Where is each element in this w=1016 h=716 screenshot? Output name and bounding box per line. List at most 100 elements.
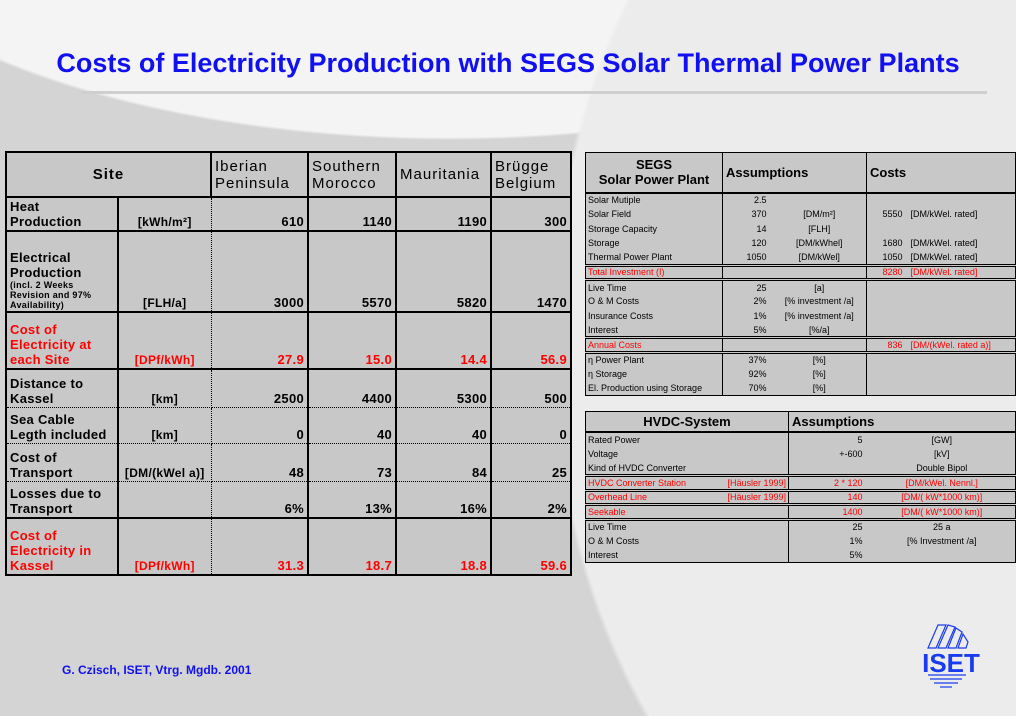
row-unit: Double Bipol: [916, 462, 968, 473]
row-cost: [867, 367, 909, 382]
table-row: Solar Mutiple 2.5: [585, 192, 1016, 208]
page-title: Costs of Electricity Production with SEG…: [56, 48, 960, 78]
row-reference: [710, 533, 790, 548]
row-unit: [kWh/m²]: [118, 197, 212, 232]
row-unit: [FLH/a]: [118, 231, 212, 313]
row-unit: [DM/( kW*1000 km)]: [868, 488, 1016, 505]
row-cost-unit: [909, 323, 1016, 338]
cell-value: 73: [308, 443, 398, 482]
cell-value: 0: [211, 407, 310, 444]
row-unit: [%]: [772, 366, 867, 381]
hvdc-header: HVDC-System: [585, 411, 790, 433]
row-unit: [118, 481, 212, 519]
cell-value: 13%: [308, 481, 398, 519]
row-cost: 1050: [882, 252, 903, 262]
table-row: Losses due to Transport 6% 13% 16% 2%: [6, 481, 573, 519]
row-unit: [GW]: [931, 434, 953, 445]
cell-value: 48: [211, 443, 310, 482]
footer-credit: G. Czisch, ISET, Vtrg. Mgdb. 2001: [62, 663, 252, 677]
row-cost-unit: [909, 309, 1016, 324]
row-label: η Power Plant: [585, 350, 723, 367]
row-cost: [867, 294, 909, 309]
row-value: 25: [722, 278, 773, 294]
row-cost-unit: [909, 222, 1016, 237]
row-value: [789, 461, 869, 476]
row-value: 1050: [746, 252, 767, 262]
iset-logo: ISET: [922, 624, 980, 688]
row-cost: 8280: [866, 263, 909, 280]
table-row: Cost of Electricity at each Site [DPf/kWh…: [6, 312, 573, 370]
row-cost-unit: [DM/kWel. rated]: [910, 252, 978, 262]
cell-value: 1140: [308, 197, 398, 232]
cell-value: 56.9: [491, 312, 573, 370]
cell-value: 40: [308, 407, 398, 444]
row-value: 70%: [748, 383, 767, 393]
row-cost: 836: [866, 336, 909, 352]
table-row: η Storage 92% [%]: [585, 366, 1016, 382]
row-reference: [710, 432, 790, 447]
column-header: Brügge Belgium: [491, 152, 573, 198]
row-label: Distance to Kassel: [6, 369, 119, 408]
row-label: HVDC Converter Station: [585, 474, 711, 490]
row-reference: [710, 517, 790, 534]
row-note: (incl. 2 Weeks Revision and 97% Availabi…: [10, 280, 92, 310]
row-label-text: Cost of Transport: [10, 449, 73, 480]
cell-value: 4400: [308, 369, 398, 408]
row-value: 92%: [748, 368, 767, 379]
row-cost: [867, 309, 909, 324]
row-label: Seekable: [585, 503, 711, 519]
table-row: O & M Costs 1% [% Investment /a]: [586, 533, 1016, 548]
table-row: Electrical Production (incl. 2 Weeks Revi…: [6, 231, 573, 313]
table-row: Heat Production [kWh/m²] 610 1140 1190 300: [6, 197, 573, 232]
row-label: Interest: [588, 550, 619, 560]
row-unit: [% investment /a]: [772, 294, 867, 309]
table-row: Rated Power 5 [GW]: [586, 432, 1016, 447]
row-unit: [FLH]: [772, 221, 867, 236]
row-value: [722, 336, 773, 352]
row-value: 5%: [849, 550, 863, 560]
site-header: Site: [6, 152, 213, 198]
table-row: Thermal Power Plant 1050 [DM/kWel] 1050 [DM/…: [585, 250, 1016, 265]
row-label: Cost of Transport: [6, 443, 119, 482]
row-label: Interest: [585, 323, 723, 338]
row-cost-unit: [909, 193, 1016, 208]
row-reference: [710, 503, 790, 519]
row-value: 370: [751, 209, 767, 220]
row-label: Losses due to Transport: [6, 481, 119, 519]
row-cost-unit: [DM/kWel. rated]: [910, 238, 978, 249]
table-row: Storage 120 [DM/kWhel] 1680 [DM/kWel. rated]: [585, 236, 1016, 251]
row-value: 5: [857, 434, 863, 445]
row-cost-unit: [DM/(kWel. rated a)]: [908, 336, 1016, 352]
row-cost: [867, 193, 909, 208]
table-row: El. Production using Storage 70% [%]: [585, 381, 1016, 396]
row-label: Insurance Costs: [585, 308, 723, 323]
row-unit: [kV]: [934, 448, 950, 459]
column-header: Mauritania: [396, 152, 493, 198]
table-row: Seekable 1400 [DM/( kW*1000 km)]: [585, 503, 1016, 519]
segs-assumptions-table: SEGS Solar Power Plant Assumptions Costs …: [585, 152, 1016, 396]
row-label: El. Production using Storage: [585, 381, 723, 396]
table-row: Kind of HVDC Converter Double Bipol: [586, 461, 1016, 476]
row-unit: [km]: [118, 369, 212, 408]
row-unit: [%]: [772, 381, 867, 396]
row-unit: [DM/m²]: [772, 207, 867, 222]
table-row: Interest 5%: [586, 548, 1016, 563]
table-row: Sea Cable Legth included [km] 0 40 40 0: [6, 407, 573, 444]
segs-header-line: SEGS: [635, 157, 673, 173]
row-unit: [DM/kWel]: [772, 250, 867, 265]
row-cost-unit: [909, 294, 1016, 309]
table-row: Total Investment (I) 8280 [DM/kWel. rated]: [585, 263, 1016, 280]
logo-text: ISET: [922, 648, 980, 678]
row-cost: [867, 381, 909, 396]
table-row: Storage Capacity 14 [FLH]: [585, 221, 1016, 237]
table-row: Annual Costs 836 [DM/(kWel. rated a)]: [585, 336, 1016, 352]
row-label: Live Time: [585, 517, 711, 534]
cell-value: 1190: [396, 197, 493, 232]
row-unit: [% Investment /a]: [907, 535, 977, 546]
row-value: 1%: [849, 535, 863, 546]
row-value: 140: [788, 488, 869, 505]
row-unit: [DPf/kWh]: [118, 518, 212, 576]
row-cost: [866, 278, 909, 294]
segs-header-line: Solar Power Plant: [598, 172, 710, 188]
row-label: Cost of Electricity at each Site: [6, 312, 119, 370]
